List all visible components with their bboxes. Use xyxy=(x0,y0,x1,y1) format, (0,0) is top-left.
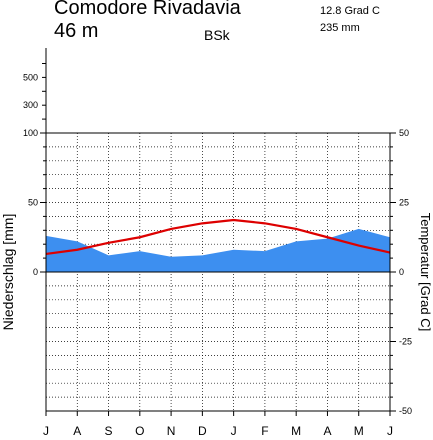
left-tick-label: 50 xyxy=(28,198,38,208)
left-tick-label: 500 xyxy=(23,72,38,82)
right-tick-label: -25 xyxy=(399,337,412,347)
x-tick-label: A xyxy=(323,424,331,438)
right-tick-label: -50 xyxy=(399,406,412,416)
x-tick-label: F xyxy=(261,424,268,438)
x-tick-label: A xyxy=(73,424,81,438)
station-elevation: 46 m xyxy=(54,20,99,42)
x-tick-label: J xyxy=(387,424,393,438)
x-tick-label: M xyxy=(354,424,364,438)
temperature-line xyxy=(45,218,391,256)
left-axis-ticks: 0 50 100 300 500 xyxy=(23,72,46,277)
right-axis-ticks: -50 -25 0 25 50 xyxy=(390,128,412,416)
x-tick-label: S xyxy=(105,424,113,438)
annual-precipitation: 235 mm xyxy=(320,22,360,34)
right-tick-label: 25 xyxy=(399,198,409,208)
y-axis-label: Niederschlag [mm] xyxy=(0,214,16,331)
precipitation-area xyxy=(46,228,390,272)
plot-frame xyxy=(42,48,391,412)
x-tick-label: M xyxy=(291,424,301,438)
x-tick-label: O xyxy=(135,424,144,438)
x-tick-label: J xyxy=(231,424,237,438)
left-tick-label: 100 xyxy=(23,128,38,138)
annual-temperature: 12.8 Grad C xyxy=(320,5,380,17)
climate-class: BSk xyxy=(204,27,230,43)
left-tick-label: 0 xyxy=(33,267,38,277)
x-tick-label: N xyxy=(167,424,176,438)
right-tick-label: 0 xyxy=(399,267,404,277)
left-tick-label: 300 xyxy=(23,100,38,110)
x-tick-label: J xyxy=(43,424,49,438)
x-tick-label: D xyxy=(198,424,207,438)
station-name: Comodore Rivadavia xyxy=(54,0,241,19)
right-tick-label: 50 xyxy=(399,128,409,138)
y2-axis-label: Temperatur [Grad C] xyxy=(418,213,433,332)
